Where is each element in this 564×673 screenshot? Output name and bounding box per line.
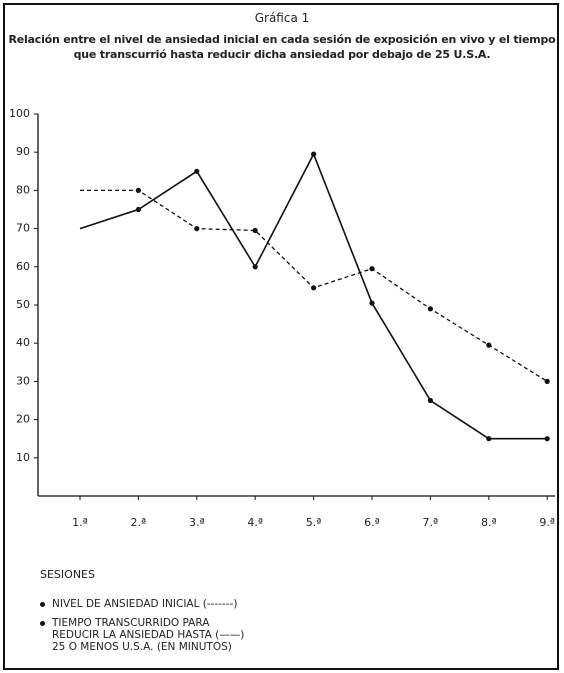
y-tick-label: 30 [16,374,30,387]
data-point [194,168,200,174]
chart-title: Gráfica 1 [254,11,310,25]
y-tick-label: 100 [9,107,30,120]
x-tick-label: 7.ª [423,516,439,529]
legend-label: TIEMPO TRANSCURRIDO PARA REDUCIR LA ANSI… [52,617,245,653]
data-point [252,264,258,270]
data-point [544,378,550,384]
y-tick-label: 70 [16,222,30,235]
x-tick-label: 6.ª [364,516,380,529]
data-point [427,306,433,312]
x-tick-label: 5.ª [306,516,322,529]
y-tick-label: 60 [16,260,30,273]
x-axis-label: SESIONES [40,568,95,581]
data-point [311,151,317,157]
y-tick-label: 50 [16,298,30,311]
x-tick-label: 1.ª [72,516,88,529]
series-line [79,152,548,440]
x-tick-label: 8.ª [481,516,497,529]
data-point [486,342,492,348]
data-point [486,436,492,442]
y-tick-label: 10 [16,451,30,464]
x-tick-label: 4.ª [247,516,263,529]
x-tick-label: 3.ª [189,516,205,529]
legend-marker [40,621,45,626]
data-point [427,397,433,404]
y-tick-label: 40 [16,336,30,349]
data-point [135,206,141,213]
data-point [135,187,141,193]
frame [3,3,559,670]
data-point [194,226,200,232]
y-tick-label: 90 [16,145,30,158]
data-point [252,227,258,234]
legend-label: NIVEL DE ANSIEDAD INICIAL (-------) [52,598,238,610]
x-tick-label: 2.ª [131,516,147,529]
x-tick-label: 9.ª [539,516,555,529]
plot: 10 20 30 40 50 60 70 80 90 100 1.ª 2.ª 3.ª 4.ª 5.ª 6.ª 7… [9,107,555,529]
data-point [311,285,317,291]
legend-marker [40,602,45,607]
data-point [369,266,375,272]
chart-subtitle: Relación entre el nivel de ansiedad inic… [8,33,556,61]
data-point [544,436,550,442]
y-tick-label: 80 [16,183,30,196]
data-point [369,300,375,306]
y-tick-label: 20 [16,413,30,426]
